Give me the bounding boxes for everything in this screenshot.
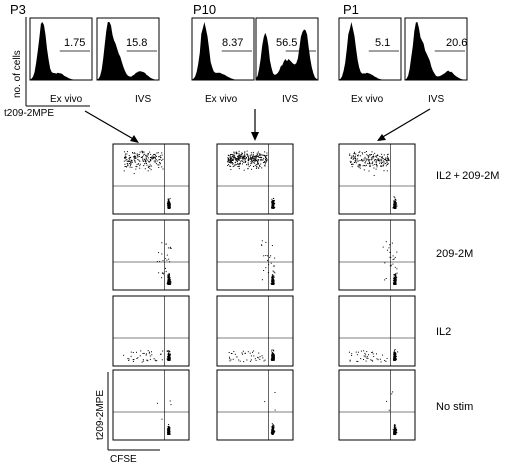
histogram-curve [30,22,92,80]
hist-x-axis-label: t209-2MPE [4,108,54,119]
histogram-curve [405,22,467,80]
patient-label-p1: P1 [343,2,359,17]
histogram-curve [339,22,401,80]
condition-label-no-stim: No stim [436,401,473,413]
arrow-p10 [251,109,259,141]
dot-plot-panel [338,143,416,215]
condition-label-209-2m: 209-2M [436,248,473,260]
dot-plot-panel [338,219,416,291]
dot-plot-grid [112,143,416,441]
histograms-p10 [191,17,319,81]
dot-plot-panel [216,295,294,367]
dot-plot-panel [112,369,190,441]
arrow-p1 [377,108,431,141]
patient-label-p3: P3 [10,2,26,17]
condition-label-il2-209-2m: IL2 + 209-2M [436,170,499,182]
dot-plot-panel [112,219,190,291]
condition-label-il2: IL2 [436,326,451,338]
dot-plot-panel [338,295,416,367]
ivs-value-p10: 56.5 [276,37,297,49]
hist-y-axis-label: no. of cells [12,50,23,98]
ex-vivo-label-p3: Ex vivo [50,94,83,105]
ivs-label-p1: IVS [428,94,444,105]
dot-plot-panel [216,369,294,441]
dot-plot-panel [338,369,416,441]
dot-plot-panel [112,143,190,215]
dot-y-axis-label: t209-2MPE [95,390,106,440]
histograms-p1 [338,17,468,81]
histogram-curve [256,29,318,80]
dot-plot-panel [216,219,294,291]
ex-vivo-value-p3: 1.75 [64,37,85,49]
ex-vivo-value-p1: 5.1 [375,37,390,49]
histogram-curve [97,22,159,80]
ex-vivo-label-p10: Ex vivo [205,94,238,105]
patient-label-p10: P10 [193,2,216,17]
ex-vivo-value-p10: 8.37 [222,37,243,49]
arrow-p3 [84,110,139,143]
dot-x-axis-label: CFSE [110,454,137,465]
histograms-p3 [29,17,160,81]
ivs-value-p1: 20.6 [446,37,467,49]
dot-plot-panel [112,295,190,367]
ivs-label-p10: IVS [282,94,298,105]
dot-plot-panel [216,143,294,215]
histogram-curve [192,22,254,80]
ivs-label-p3: IVS [135,94,151,105]
ex-vivo-label-p1: Ex vivo [351,94,384,105]
ivs-value-p3: 15.8 [126,37,147,49]
